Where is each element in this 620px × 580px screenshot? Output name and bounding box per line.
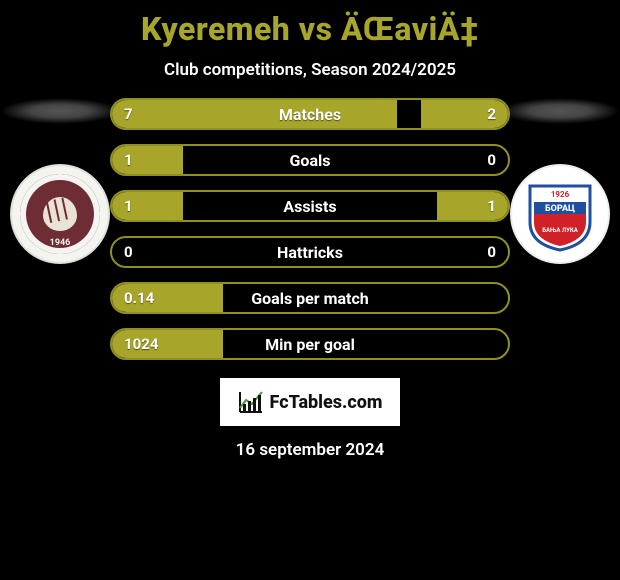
stat-row: 7Matches2 (110, 98, 510, 130)
stat-row: 0.14Goals per match (110, 282, 510, 314)
stat-value-left: 1 (124, 151, 133, 169)
subtitle: Club competitions, Season 2024/2025 (0, 60, 620, 80)
stat-value-left: 0.14 (124, 289, 154, 307)
chart-icon (238, 390, 264, 414)
stat-value-left: 1 (124, 197, 133, 215)
stat-value-right: 2 (487, 105, 496, 123)
club-crest-left: 1946 (10, 164, 110, 264)
brand-text: FcTables.com (270, 392, 383, 413)
stat-value-left: 7 (124, 105, 133, 123)
crest-right-year: 1926 (551, 190, 570, 199)
bar-fill-right (437, 192, 508, 220)
page-title: Kyeremeh vs ÄŒaviÄ‡ (0, 0, 620, 48)
bar-fill-left (112, 192, 183, 220)
footer-date: 16 september 2024 (0, 440, 620, 460)
stat-value-right: 0 (487, 151, 496, 169)
stat-value-left: 0 (124, 243, 133, 261)
player-left-column: 1946 (0, 98, 120, 264)
stat-value-right: 1 (487, 197, 496, 215)
brand-logo: FcTables.com (220, 378, 400, 426)
stat-row: 1Assists1 (110, 190, 510, 222)
stat-bars: 7Matches21Goals01Assists10Hattricks00.14… (110, 98, 510, 360)
crest-left-year: 1946 (20, 238, 100, 248)
bar-fill-left (112, 100, 397, 128)
stat-value-right: 0 (487, 243, 496, 261)
club-crest-right: 1926 БОРАЦ БАЊА ЛУКА (510, 164, 610, 264)
stat-value-left: 1024 (124, 335, 158, 353)
shadow-ellipse-right (500, 98, 620, 124)
stat-row: 0Hattricks0 (110, 236, 510, 268)
stat-label: Hattricks (112, 243, 508, 262)
stat-row: 1Goals0 (110, 144, 510, 176)
comparison-panel: 1946 1926 БОРАЦ БАЊА ЛУКА 7Matches2 1Goal… (0, 98, 620, 360)
svg-text:БОРАЦ: БОРАЦ (545, 204, 575, 214)
shadow-ellipse-left (0, 98, 120, 124)
stat-row: 1024Min per goal (110, 328, 510, 360)
svg-text:БАЊА ЛУКА: БАЊА ЛУКА (542, 227, 579, 234)
bar-fill-left (112, 146, 183, 174)
player-right-column: 1926 БОРАЦ БАЊА ЛУКА (500, 98, 620, 264)
